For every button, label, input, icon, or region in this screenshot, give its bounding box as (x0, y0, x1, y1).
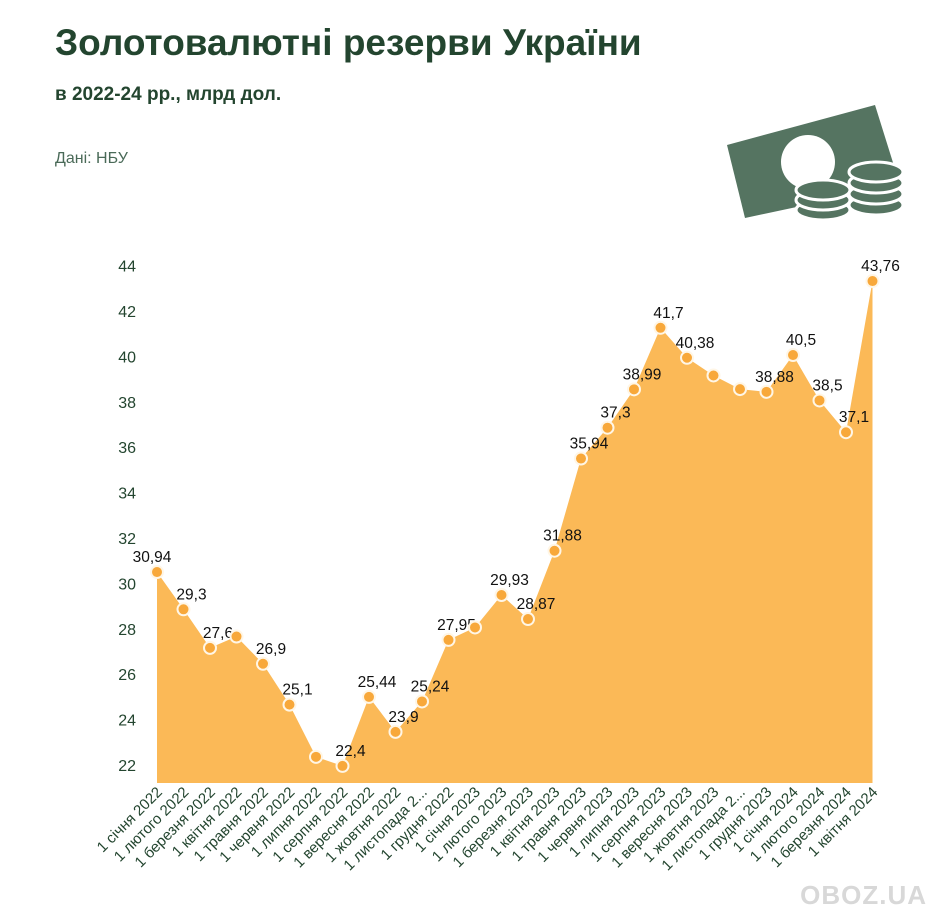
data-point (229, 629, 244, 644)
data-point (547, 543, 562, 558)
data-point (786, 348, 800, 363)
data-point (865, 274, 880, 289)
data-label: 30,94 (133, 549, 172, 566)
data-label: 37,1 (839, 409, 869, 426)
data-point (282, 697, 297, 712)
data-point (521, 612, 535, 627)
y-tick-label: 24 (118, 713, 136, 730)
data-label: 29,3 (176, 586, 206, 603)
data-point (759, 384, 774, 399)
data-point (441, 632, 456, 647)
data-point (256, 656, 270, 671)
data-label: 25,44 (358, 674, 397, 691)
money-coins-icon (727, 105, 905, 220)
data-label: 27,95 (437, 617, 476, 634)
y-tick-label: 28 (118, 622, 136, 639)
area-series (157, 281, 873, 783)
y-tick-label: 22 (118, 758, 136, 775)
data-point (468, 620, 482, 635)
data-point (203, 640, 217, 655)
data-point (680, 350, 694, 365)
y-tick-label: 30 (118, 576, 136, 593)
y-tick-label: 36 (118, 440, 136, 457)
data-label: 35,94 (570, 436, 609, 453)
data-label: 29,93 (490, 572, 529, 589)
data-point (362, 689, 376, 704)
y-tick-label: 40 (118, 349, 136, 366)
page-title: Золотовалютні резерви України (55, 22, 642, 63)
data-label: 38,5 (812, 377, 842, 394)
data-point (706, 368, 721, 383)
y-tick-label: 38 (118, 395, 136, 412)
y-tick-label: 34 (118, 486, 136, 503)
data-label: 25,1 (282, 682, 312, 699)
y-tick-label: 44 (118, 259, 136, 276)
data-point (653, 320, 668, 335)
data-point (176, 602, 191, 617)
data-label: 43,76 (861, 258, 900, 275)
data-label: 26,9 (256, 641, 286, 658)
y-tick-label: 26 (118, 667, 136, 684)
subtitle: в 2022-24 рр., млрд дол. (55, 84, 282, 105)
data-label: 40,38 (676, 335, 715, 352)
data-label: 31,88 (543, 528, 582, 545)
data-label: 38,99 (623, 366, 662, 383)
data-point (839, 425, 853, 440)
data-point (733, 382, 747, 397)
data-point (627, 382, 641, 397)
data-label: 37,3 (600, 405, 630, 422)
data-point (415, 694, 429, 709)
data-point (388, 724, 403, 739)
data-point (494, 587, 509, 602)
data-label: 25,24 (411, 678, 450, 695)
source-note: Дані: НБУ (55, 150, 128, 167)
data-point (150, 565, 164, 580)
data-label: 40,5 (786, 332, 816, 349)
data-point (335, 758, 350, 773)
data-label: 28,87 (517, 596, 556, 613)
data-point (309, 749, 323, 764)
watermark: OBOZ.UA (800, 880, 927, 910)
data-label: 22,4 (335, 743, 366, 760)
data-label: 41,7 (653, 305, 683, 322)
y-tick-label: 32 (118, 531, 136, 548)
data-label: 38,88 (755, 369, 794, 386)
data-label: 27,6 (203, 625, 233, 642)
data-label: 23,9 (388, 709, 418, 726)
data-point (600, 420, 615, 435)
data-point (574, 451, 588, 466)
data-point (812, 393, 827, 408)
y-tick-label: 42 (118, 304, 136, 321)
